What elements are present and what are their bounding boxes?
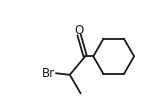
Text: Br: Br: [42, 67, 55, 80]
Text: O: O: [74, 24, 84, 37]
